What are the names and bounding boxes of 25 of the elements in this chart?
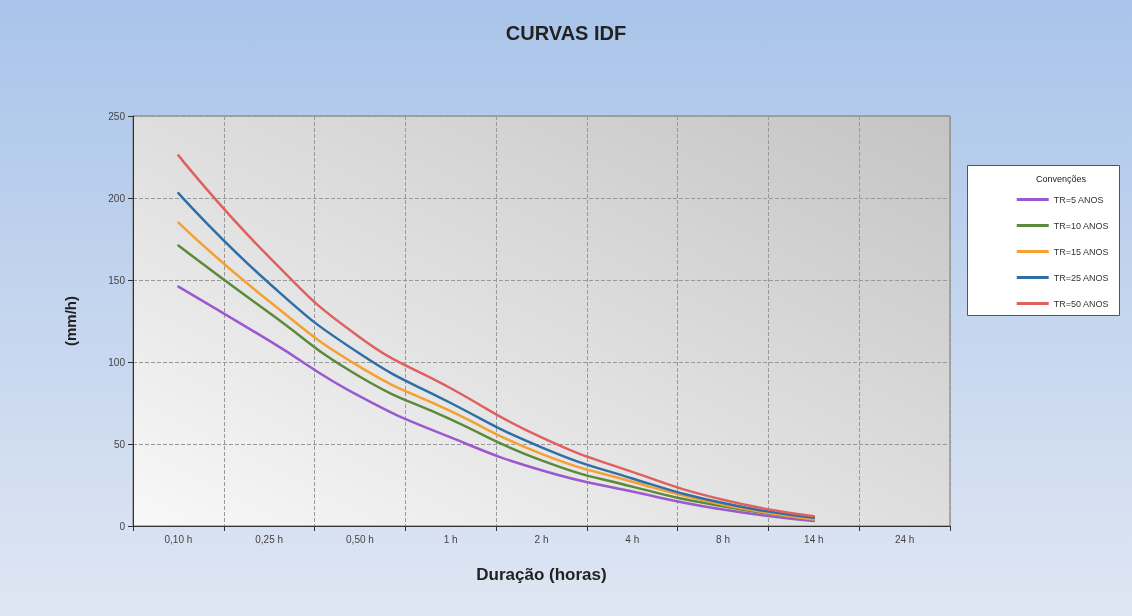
x-tick-label: 24 h bbox=[894, 533, 915, 545]
x-tick-label: 0,25 h bbox=[255, 533, 284, 545]
x-tick-label: 1 h bbox=[443, 533, 458, 545]
legend-label: TR=50 ANOS bbox=[1053, 298, 1109, 309]
x-tick-label: 14 h bbox=[804, 533, 824, 545]
y-tick-label: 250 bbox=[108, 110, 126, 122]
legend-title: Convenções bbox=[1035, 173, 1087, 184]
legend-label: TR=10 ANOS bbox=[1053, 220, 1109, 231]
legend-label: TR=25 ANOS bbox=[1053, 272, 1109, 283]
x-axis-title: Duração (horas) bbox=[476, 565, 607, 584]
legend-label: TR=15 ANOS bbox=[1053, 246, 1109, 257]
x-tick-label: 8 h bbox=[716, 533, 731, 545]
y-tick-label: 200 bbox=[108, 192, 126, 204]
chart-title: CURVAS IDF bbox=[505, 22, 627, 44]
y-tick-label: 50 bbox=[113, 438, 126, 450]
line-series bbox=[177, 285, 816, 523]
y-axis-title: (mm/h) bbox=[62, 296, 79, 346]
y-tick-label: 100 bbox=[108, 356, 126, 368]
x-tick-label: 0,50 h bbox=[346, 533, 374, 545]
x-tick-label: 0,10 h bbox=[164, 533, 193, 545]
y-tick-label: 150 bbox=[108, 274, 126, 286]
y-tick-label: 0 bbox=[119, 520, 126, 532]
legend-label: TR=5 ANOS bbox=[1053, 194, 1104, 205]
x-tick-label: 2 h bbox=[534, 533, 549, 545]
x-tick-label: 4 h bbox=[625, 533, 640, 545]
